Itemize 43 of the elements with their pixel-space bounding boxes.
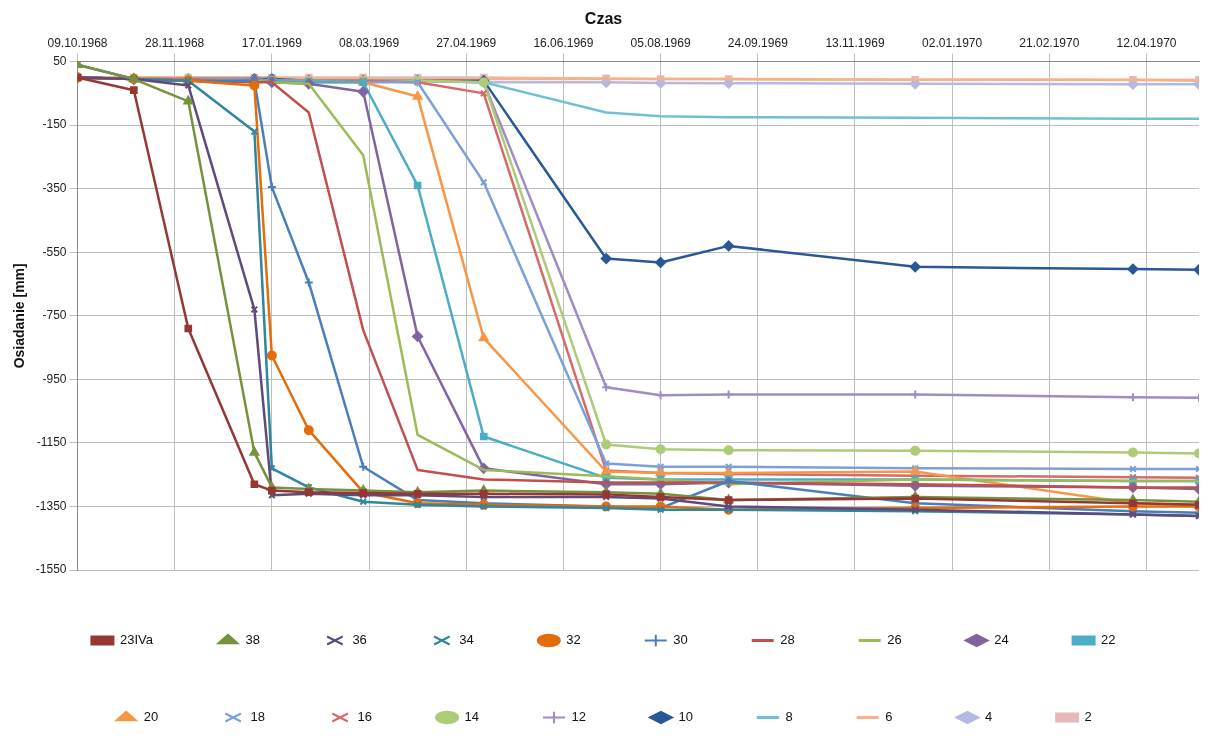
x-tick-label: 28.11.1968 xyxy=(145,35,205,50)
y-tick-label: -1550 xyxy=(35,562,67,577)
legend-label: 14 xyxy=(464,709,480,725)
legend-label: 24 xyxy=(994,632,1009,648)
x-tick-label: 13.11.1969 xyxy=(825,35,885,50)
y-tick-label: -550 xyxy=(42,244,67,259)
legend-label: 32 xyxy=(566,632,581,648)
y-tick-label: -350 xyxy=(42,181,67,196)
x-tick-label: 05.08.1969 xyxy=(630,35,691,50)
legend-label: 38 xyxy=(245,632,260,648)
legend-label: 4 xyxy=(984,709,993,725)
chart-title: Czas xyxy=(584,10,623,28)
x-tick-label: 09.10.1968 xyxy=(47,35,108,50)
legend-label: 36 xyxy=(352,632,367,648)
legend-label: 18 xyxy=(250,709,266,725)
legend-label: 12 xyxy=(571,709,586,725)
x-tick-label: 27.04.1969 xyxy=(436,35,497,50)
y-tick-label: -1350 xyxy=(35,498,67,513)
y-tick-label: -1150 xyxy=(36,435,67,450)
legend-label: 22 xyxy=(1101,632,1116,648)
x-tick-label: 21.02.1970 xyxy=(1019,35,1080,50)
y-axis-title: Osiadanie [mm] xyxy=(11,263,28,369)
legend-label: 23IVa xyxy=(119,632,154,648)
x-tick-label: 17.01.1969 xyxy=(241,35,303,50)
x-tick-label: 08.03.1969 xyxy=(339,35,400,50)
x-tick-label: 02.01.1970 xyxy=(922,35,983,50)
y-tick-label: -150 xyxy=(42,117,67,132)
legend-label: 30 xyxy=(673,632,688,648)
y-tick-label: -750 xyxy=(42,308,67,323)
x-tick-label: 16.06.1969 xyxy=(533,35,594,50)
x-tick-label: 12.04.1970 xyxy=(1116,35,1177,50)
legend-label: 16 xyxy=(357,709,373,725)
legend-label: 28 xyxy=(780,632,795,648)
legend-label: 8 xyxy=(785,709,793,725)
legend-label: 20 xyxy=(143,709,159,725)
y-tick-label: -950 xyxy=(42,371,67,386)
legend-label: 26 xyxy=(887,632,902,648)
legend-label: 34 xyxy=(459,632,474,648)
legend-label: 2 xyxy=(1084,709,1092,725)
legend-label: 6 xyxy=(885,709,893,725)
legend-label: 10 xyxy=(678,709,693,725)
y-tick-label: 50 xyxy=(53,53,67,68)
x-tick-label: 24.09.1969 xyxy=(727,35,789,50)
